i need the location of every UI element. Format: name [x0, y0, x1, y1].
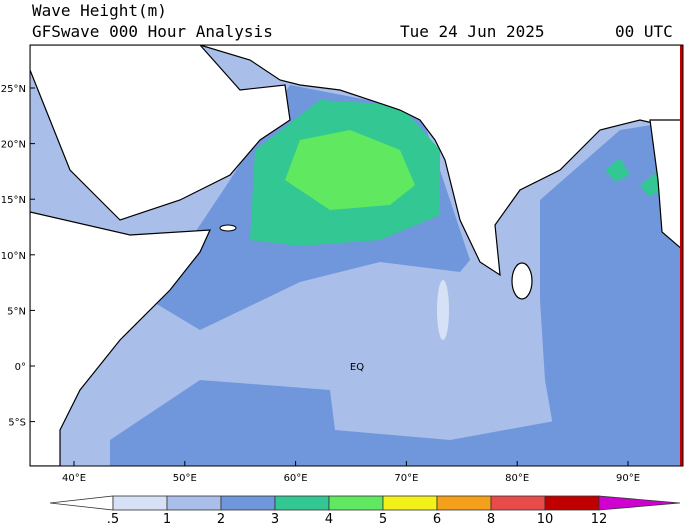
sea-2-3 [540, 120, 683, 466]
time: 00 UTC [615, 22, 673, 41]
colorbar-box [274, 495, 330, 511]
lat-label: 20°N [1, 140, 26, 151]
lon-label: 50°E [173, 473, 197, 484]
lon-labels: 40°E 50°E 60°E 70°E 80°E 90°E [62, 461, 640, 484]
sea-4-5 [285, 130, 415, 210]
colorbar-label: 1 [163, 512, 171, 525]
colorbar-low [49, 495, 114, 511]
lon-label: 60°E [284, 473, 308, 484]
colorbar-label: 2 [217, 512, 225, 525]
equator-label: EQ [350, 362, 364, 373]
lon-label: 70°E [394, 473, 418, 484]
maldives-shallow [437, 280, 449, 340]
title: Wave Height(m) [32, 1, 167, 20]
sea-3-4 [605, 158, 630, 182]
lat-label: 15°N [1, 195, 26, 206]
colorbar-label: .5 [107, 512, 119, 525]
lat-label: 5°S [8, 418, 26, 429]
lon-label: 90°E [616, 473, 640, 484]
colorbar-label: 5 [379, 512, 387, 525]
colorbar-box [382, 495, 438, 511]
lat-labels: 25°N 20°N 15°N 10°N 5°N 0° 5°S [1, 84, 35, 429]
land [199, 45, 683, 277]
colorbar-label: 12 [591, 512, 608, 525]
subtitle: GFSwave 000 Hour Analysis [32, 22, 273, 41]
lat-label: 0° [15, 362, 26, 373]
lat-label: 25°N [1, 84, 26, 95]
colorbar-label: 10 [537, 512, 554, 525]
land [30, 45, 291, 221]
lat-label: 10°N [1, 251, 26, 262]
map-frame [29, 44, 684, 467]
colorbar-box [220, 495, 276, 511]
colorbar-box [544, 495, 600, 511]
edge [680, 45, 683, 466]
land [30, 211, 211, 466]
colorbar-high [598, 495, 681, 511]
colorbar-box [112, 495, 168, 511]
colorbar-box [490, 495, 546, 511]
colorbar-label: 4 [325, 512, 333, 525]
colorbar [49, 495, 681, 511]
colorbar-labels: .5 1 2 3 4 5 6 8 10 12 [107, 512, 608, 527]
colorbar-label: 3 [271, 512, 279, 525]
lon-label: 80°E [505, 473, 529, 484]
lat-label: 5°N [7, 306, 26, 317]
date: Tue 24 Jun 2025 [400, 22, 545, 41]
map-area [30, 45, 683, 466]
land [649, 119, 683, 251]
sri-lanka [511, 262, 533, 300]
lon-label: 40°E [62, 473, 86, 484]
colorbar-label: 6 [433, 512, 441, 525]
colorbar-label: 8 [487, 512, 495, 525]
sea-2-3 [110, 380, 560, 466]
colorbar-box [166, 495, 222, 511]
colorbar-box [436, 495, 492, 511]
colorbar-box [328, 495, 384, 511]
island [219, 224, 237, 232]
